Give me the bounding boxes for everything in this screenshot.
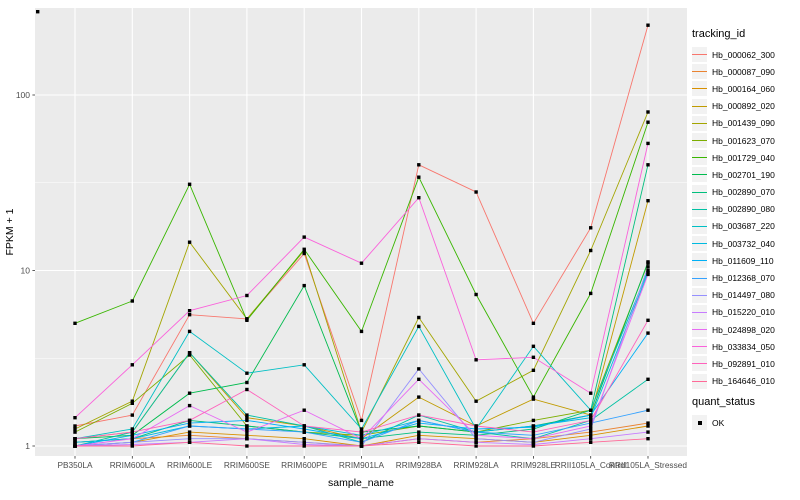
legend-line-key-icon <box>692 133 707 149</box>
legend-items: Hb_000062_300 Hb_000087_090 Hb_000164_060 H… <box>692 46 798 390</box>
x-tick-label: PB350LA <box>57 460 93 470</box>
legend-item-label: Hb_002890_080 <box>712 204 775 215</box>
legend-line-key-icon <box>692 150 707 166</box>
legend-item-label: Hb_002890_070 <box>712 187 775 198</box>
legend-line-key-icon <box>692 287 707 303</box>
x-tick-label: RRII105LA_Stressed <box>609 460 687 470</box>
legend-item-label: Hb_000164_060 <box>712 83 775 94</box>
legend-item-Hb_003687_220: Hb_003687_220 <box>692 218 798 235</box>
x-tick-label: RRIM600LE <box>167 460 213 470</box>
legend-item-label: Hb_002701_190 <box>712 169 775 180</box>
legend-item-label: Hb_001439_090 <box>712 118 775 129</box>
legend-item-label: Hb_011609_110 <box>712 255 774 266</box>
legend-item-label: Hb_001623_070 <box>712 135 775 146</box>
legend-line-key-icon <box>692 81 707 97</box>
legend-item-Hb_024898_020: Hb_024898_020 <box>692 321 798 338</box>
legend-item-Hb_011609_110: Hb_011609_110 <box>692 252 798 269</box>
legend-item-label: Hb_000087_090 <box>712 66 775 77</box>
legend: tracking_id Hb_000062_300 Hb_000087_090 Hb… <box>692 28 798 390</box>
legend-item-Hb_000062_300: Hb_000062_300 <box>692 46 798 63</box>
quant-status-legend: quant_status OK <box>692 396 755 431</box>
legend-item-label: Hb_000062_300 <box>712 49 775 60</box>
legend-line-key-icon <box>692 47 707 63</box>
x-tick-label: RRII105LA_Control <box>555 460 627 470</box>
quant-status-legend-title: quant_status <box>692 396 755 408</box>
legend-item-Hb_002701_190: Hb_002701_190 <box>692 166 798 183</box>
y-axis-title: FPKM + 1 <box>4 208 16 255</box>
ok-marker-icon <box>692 415 707 431</box>
legend-item-label: Hb_024898_020 <box>712 324 775 335</box>
legend-line-key-icon <box>692 115 707 131</box>
x-tick-label: RRIM901LA <box>339 460 385 470</box>
y-tick-label: 100 <box>16 90 30 100</box>
legend-line-key-icon <box>692 356 707 372</box>
legend-item-Hb_001439_090: Hb_001439_090 <box>692 115 798 132</box>
legend-item-Hb_002890_080: Hb_002890_080 <box>692 201 798 218</box>
legend-item-Hb_015220_010: Hb_015220_010 <box>692 304 798 321</box>
legend-line-key-icon <box>692 64 707 80</box>
legend-item-Hb_092891_010: Hb_092891_010 <box>692 355 798 372</box>
x-axis-title: sample_name <box>328 477 394 489</box>
chart-canvas: 1 10 100 PB350LA RRIM600LA RRIM600LE RRIM600SE… <box>4 8 688 489</box>
legend-item-Hb_000164_060: Hb_000164_060 <box>692 80 798 97</box>
x-tick-label: RRIM928LA <box>453 460 499 470</box>
y-tick-label: 1 <box>25 441 30 451</box>
legend-item-label: Hb_003732_040 <box>712 238 775 249</box>
x-tick-label: RRIM600SE <box>224 460 271 470</box>
legend-line-key-icon <box>692 339 707 355</box>
legend-title: tracking_id <box>692 28 746 40</box>
legend-item-Hb_003732_040: Hb_003732_040 <box>692 235 798 252</box>
legend-item-Hb_000087_090: Hb_000087_090 <box>692 63 798 80</box>
legend-item-label: Hb_000892_020 <box>712 101 775 112</box>
data-points <box>36 10 650 448</box>
x-tick-label: RRIM600LA <box>110 460 156 470</box>
legend-item-Hb_002890_070: Hb_002890_070 <box>692 184 798 201</box>
x-tick-label: RRIM928LE <box>511 460 557 470</box>
legend-item-label: Hb_001729_040 <box>712 152 775 163</box>
legend-item-label: OK <box>712 417 725 428</box>
legend-item-Hb_164646_010: Hb_164646_010 <box>692 373 798 390</box>
legend-item-Hb_033834_050: Hb_033834_050 <box>692 338 798 355</box>
legend-item-label: Hb_012368_070 <box>712 273 775 284</box>
legend-item-label: Hb_003687_220 <box>712 221 775 232</box>
x-tick-label: RRIM928BA <box>396 460 443 470</box>
legend-line-key-icon <box>692 201 707 217</box>
legend-item-ok: OK <box>692 414 755 431</box>
legend-line-key-icon <box>692 304 707 320</box>
axes: 1 10 100 PB350LA RRIM600LA RRIM600LE RRIM600SE… <box>16 90 688 470</box>
legend-line-key-icon <box>692 184 707 200</box>
legend-item-label: Hb_014497_080 <box>712 290 775 301</box>
legend-line-key-icon <box>692 373 707 389</box>
legend-line-key-icon <box>692 167 707 183</box>
legend-line-key-icon <box>692 218 707 234</box>
legend-line-key-icon <box>692 236 707 252</box>
legend-line-key-icon <box>692 253 707 269</box>
y-tick-label: 10 <box>21 266 31 276</box>
legend-item-Hb_014497_080: Hb_014497_080 <box>692 287 798 304</box>
legend-line-key-icon <box>692 98 707 114</box>
legend-line-key-icon <box>692 270 707 286</box>
legend-item-label: Hb_033834_050 <box>712 341 775 352</box>
x-tick-label: RRIM600PE <box>281 460 328 470</box>
stray-point <box>36 10 40 14</box>
legend-item-label: Hb_164646_010 <box>712 376 775 387</box>
legend-item-Hb_001729_040: Hb_001729_040 <box>692 149 798 166</box>
legend-item-Hb_012368_070: Hb_012368_070 <box>692 269 798 286</box>
legend-item-Hb_000892_020: Hb_000892_020 <box>692 98 798 115</box>
legend-line-key-icon <box>692 322 707 338</box>
legend-item-Hb_001623_070: Hb_001623_070 <box>692 132 798 149</box>
legend-item-label: Hb_015220_010 <box>712 307 775 318</box>
legend-item-label: Hb_092891_010 <box>712 358 775 369</box>
